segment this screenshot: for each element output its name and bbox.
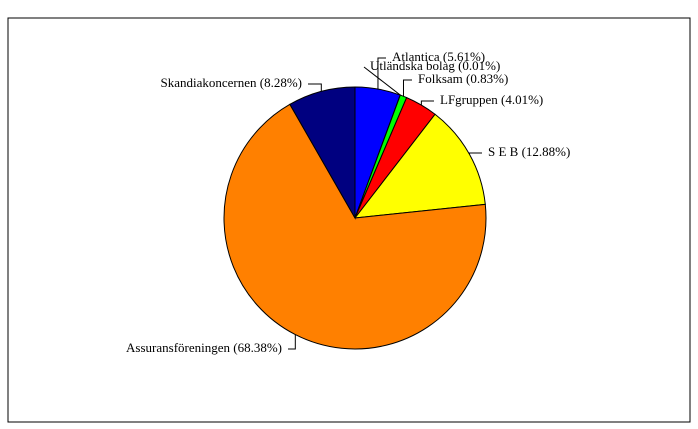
slice-label: S E B (12.88%) xyxy=(488,144,570,159)
slice-label: Skandiakoncernen (8.28%) xyxy=(160,75,302,90)
leader-line xyxy=(377,57,386,90)
leader-line xyxy=(468,152,482,155)
slice-label: Folksam (0.83%) xyxy=(418,71,508,86)
slice-label: Utländska bolag (0.01%) xyxy=(370,58,500,73)
slice-label: Atlantica (5.61%) xyxy=(392,49,485,64)
leader-line xyxy=(402,79,412,97)
pie-slice xyxy=(289,86,356,220)
leader-line xyxy=(363,66,401,96)
slice-label: LFgruppen (4.01%) xyxy=(440,92,543,107)
leader-line xyxy=(308,83,322,92)
leader-line xyxy=(288,334,296,350)
slice-label: Assuransföreningen (68.38%) xyxy=(126,340,282,355)
leader-line xyxy=(420,100,434,106)
